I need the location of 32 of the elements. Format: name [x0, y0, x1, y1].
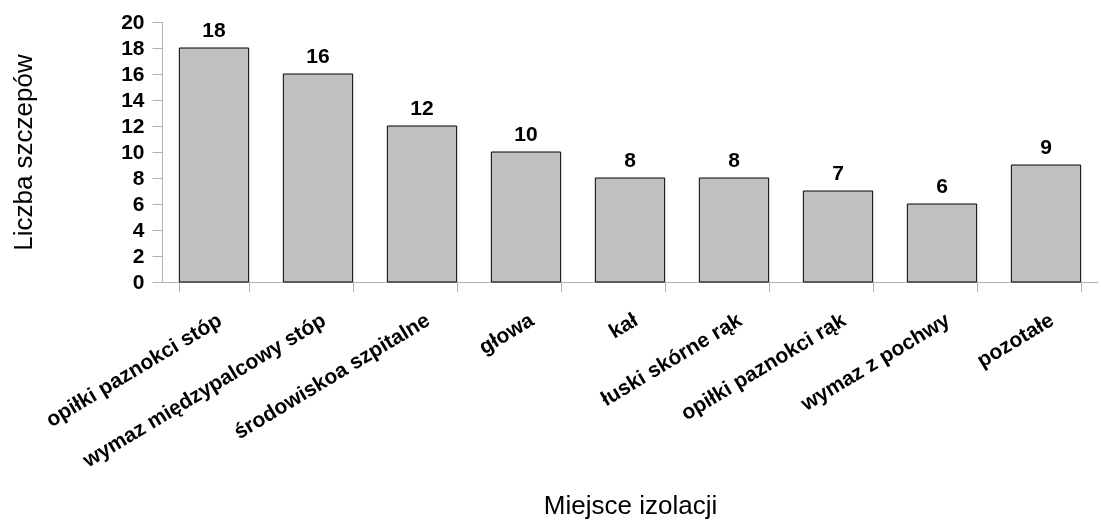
data-label: 10	[514, 122, 538, 145]
bar	[594, 177, 666, 283]
data-label: 6	[936, 174, 948, 197]
y-tick-label: 10	[121, 139, 145, 163]
y-tick-label: 8	[132, 165, 145, 189]
bar	[282, 73, 354, 283]
bar	[802, 190, 874, 283]
y-tick-label: 14	[121, 87, 145, 111]
x-tick-label: kał	[604, 307, 642, 343]
bar	[906, 203, 978, 283]
data-label: 7	[832, 161, 844, 184]
data-label: 8	[728, 148, 741, 171]
data-label: 8	[624, 148, 637, 171]
bar	[490, 151, 562, 283]
data-label: 12	[410, 96, 434, 119]
x-axis-title: Miejsce izolacji	[543, 490, 718, 521]
bar	[386, 125, 458, 283]
y-tick-label: 18	[121, 35, 145, 59]
y-tick-label: 0	[132, 269, 145, 293]
y-tick-label: 6	[132, 191, 145, 215]
data-label: 16	[306, 44, 330, 67]
bar	[178, 47, 250, 283]
bar	[1010, 164, 1082, 283]
y-tick-label: 12	[121, 113, 145, 137]
data-label: 18	[202, 18, 226, 41]
y-tick-label: 2	[132, 243, 145, 267]
data-label: 9	[1040, 135, 1052, 158]
y-tick-label: 20	[121, 9, 145, 33]
y-axis-title: Liczba szczepów	[8, 54, 39, 251]
bar	[698, 177, 770, 283]
y-tick-label: 16	[121, 61, 145, 85]
y-tick-label: 4	[132, 217, 145, 241]
